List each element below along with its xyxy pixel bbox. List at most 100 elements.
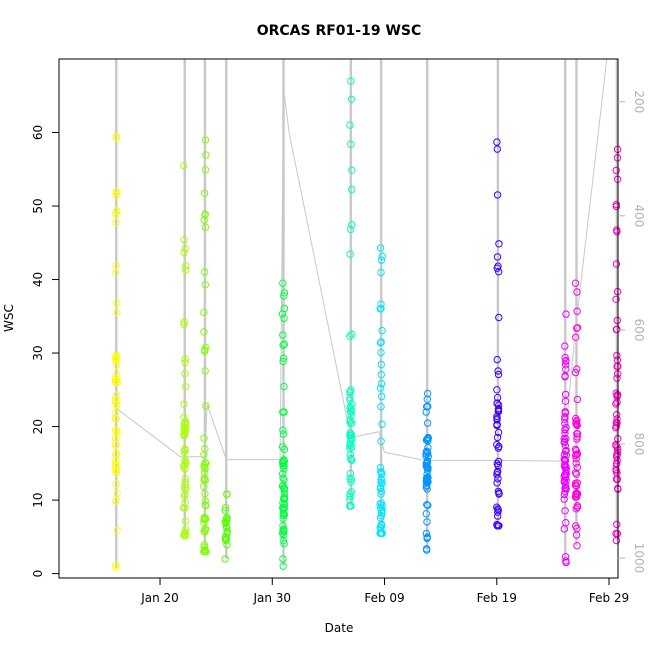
data-point-flight-3 [200, 328, 208, 336]
data-point-flight-2 [181, 420, 190, 428]
data-point-flight-11 [571, 469, 580, 477]
data-point-flight-5 [279, 430, 288, 438]
data-point-flight-6 [347, 440, 355, 448]
data-point-flight-12 [612, 536, 621, 545]
data-point-flight-10 [562, 480, 570, 489]
data-point-flight-6 [347, 431, 356, 439]
data-point-flight-12 [613, 316, 621, 325]
data-point-flight-10 [562, 361, 570, 369]
data-point-flight-6 [346, 332, 354, 340]
data-point-flight-3 [201, 444, 209, 453]
data-point-flight-5 [278, 482, 287, 490]
data-point-flight-1 [112, 261, 121, 270]
data-point-flight-3 [200, 543, 209, 551]
data-point-flight-7 [377, 360, 385, 369]
data-point-flight-2 [181, 525, 190, 533]
data-point-flight-11 [572, 482, 581, 490]
data-point-flight-2 [179, 504, 188, 512]
data-point-flight-8 [424, 448, 432, 457]
x-tick-label: Feb 19 [477, 591, 517, 605]
data-point-flight-12 [612, 166, 620, 175]
data-points [111, 77, 622, 572]
data-point-flight-7 [377, 529, 385, 537]
data-point-flight-3 [202, 459, 210, 467]
data-point-flight-6 [346, 250, 354, 258]
data-point-flight-3 [200, 482, 208, 491]
data-point-flight-3 [202, 402, 210, 410]
y2-tick-label: 600 [632, 318, 646, 341]
data-point-flight-11 [572, 459, 580, 467]
data-point-flight-2 [181, 370, 189, 378]
data-point-flight-11 [573, 324, 582, 332]
data-point-flight-5 [279, 354, 288, 362]
data-point-flight-6 [347, 419, 355, 428]
data-point-flight-1 [111, 269, 120, 277]
data-point-flight-3 [201, 367, 209, 375]
data-point-flight-1 [113, 449, 121, 458]
data-point-flight-8 [423, 463, 432, 471]
data-point-flight-12 [612, 529, 620, 538]
data-point-flight-8 [424, 389, 432, 398]
data-point-flight-1 [112, 469, 121, 477]
data-point-flight-10 [561, 397, 570, 405]
data-point-flight-1 [112, 466, 121, 474]
data-point-flight-9 [494, 462, 502, 470]
data-point-flight-7 [376, 483, 385, 491]
data-point-flight-9 [494, 506, 502, 514]
data-point-flight-2 [182, 485, 190, 493]
data-point-flight-3 [201, 166, 210, 174]
data-point-flight-1 [113, 207, 121, 215]
data-point-flight-7 [377, 490, 385, 498]
y-tick-label: 20 [31, 419, 45, 434]
data-point-flight-11 [571, 368, 580, 377]
data-point-flight-9 [494, 522, 503, 530]
data-point-flight-1 [113, 400, 121, 409]
data-point-flight-1 [113, 308, 121, 317]
data-point-flight-12 [613, 415, 621, 423]
data-point-flight-5 [279, 537, 287, 545]
data-point-flight-1 [111, 426, 120, 434]
data-point-flight-5 [279, 509, 287, 518]
y-tick-label: 50 [31, 198, 45, 213]
data-point-flight-1 [112, 480, 121, 488]
data-point-flight-11 [572, 333, 580, 341]
data-point-flight-12 [613, 520, 621, 529]
y-axis: 0 10 20 30 40 50 60 [31, 125, 59, 577]
data-point-flight-6 [347, 140, 355, 148]
data-point-flight-5 [280, 382, 288, 391]
data-point-flight-10 [560, 495, 568, 503]
data-point-flight-1 [111, 409, 120, 417]
data-point-flight-2 [180, 248, 188, 257]
data-point-flight-1 [112, 361, 121, 369]
data-point-flight-3 [200, 463, 208, 471]
data-point-flight-11 [573, 430, 581, 438]
data-point-flight-10 [562, 357, 570, 365]
data-point-flight-6 [348, 435, 356, 444]
data-point-flight-12 [613, 457, 621, 465]
data-point-flight-9 [494, 407, 503, 415]
data-point-flight-9 [493, 416, 501, 424]
data-point-flight-6 [347, 95, 356, 104]
data-point-flight-12 [613, 475, 622, 483]
data-point-flight-6 [348, 456, 356, 464]
data-point-flight-5 [280, 445, 289, 454]
data-point-flight-10 [561, 507, 569, 515]
data-point-flight-11 [572, 447, 580, 455]
data-point-flight-9 [495, 401, 503, 409]
data-point-flight-3 [200, 434, 208, 442]
data-point-flight-3 [201, 526, 210, 534]
data-point-flight-12 [613, 374, 621, 382]
data-point-flight-9 [493, 468, 501, 477]
data-point-flight-7 [377, 392, 386, 401]
data-point-flight-9 [494, 370, 503, 379]
data-point-flight-5 [279, 499, 287, 507]
data-point-flight-1 [112, 188, 120, 196]
data-point-flight-11 [573, 421, 581, 430]
data-point-flight-4 [221, 555, 229, 563]
data-point-flight-12 [613, 459, 621, 468]
data-point-flight-5 [279, 527, 288, 536]
data-point-flight-8 [423, 518, 431, 526]
data-point-flight-7 [378, 480, 386, 488]
data-point-flight-3 [201, 497, 210, 505]
